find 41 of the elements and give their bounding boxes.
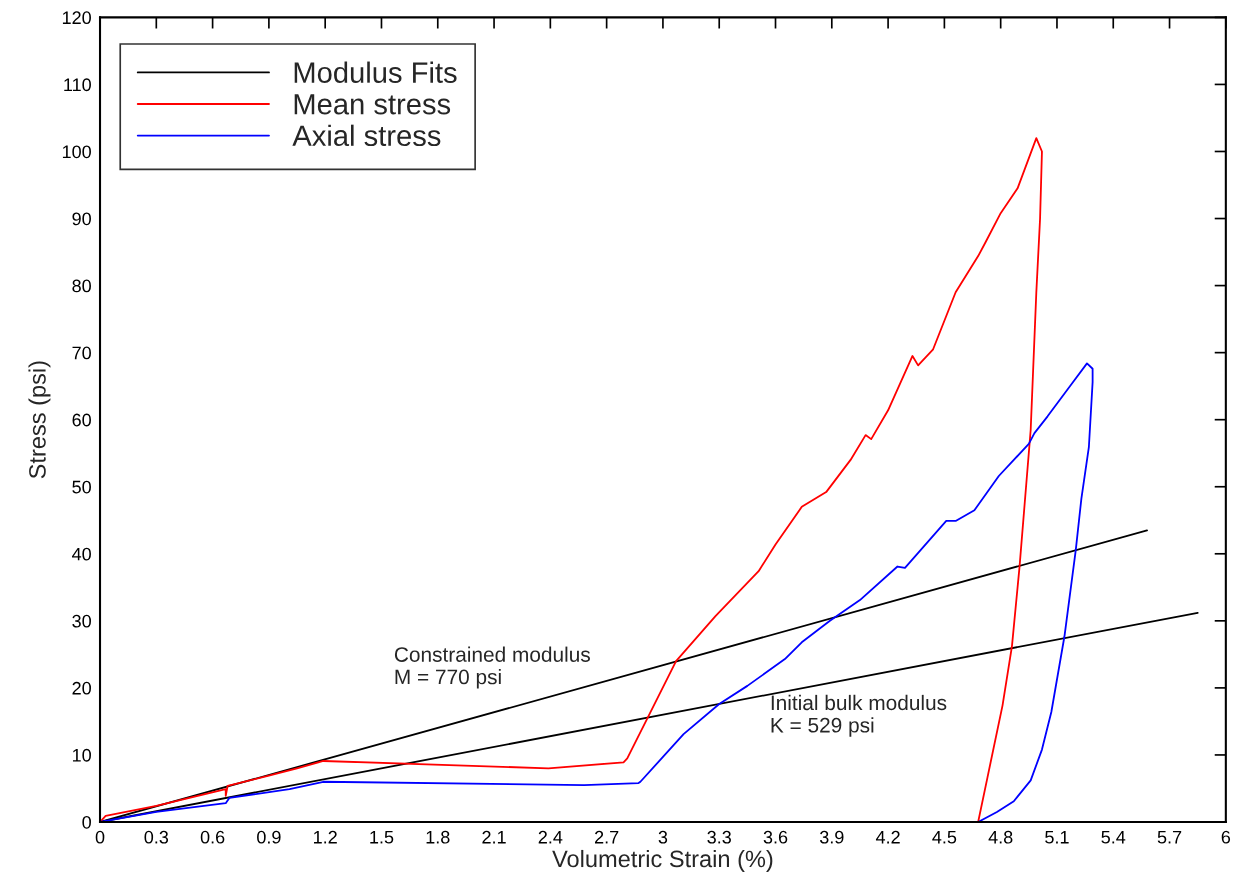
x-tick-label: 6	[1221, 830, 1231, 844]
legend-label: Axial stress	[292, 124, 441, 147]
y-tick-label: 0	[82, 815, 91, 829]
x-tick-label: 2.1	[482, 830, 506, 844]
x-tick-label: 0.9	[257, 830, 281, 844]
x-tick-label: 3	[658, 830, 668, 844]
x-tick-label: 2.4	[538, 830, 563, 844]
y-axis-title: Stress (psi)	[28, 361, 51, 479]
annotation: Constrained modulus M = 770 psi	[394, 646, 590, 689]
y-tick-label: 100	[62, 145, 91, 159]
y-tick-label: 50	[72, 480, 91, 494]
x-axis-title: Volumetric Strain (%)	[552, 849, 773, 872]
x-tick-label: 5.7	[1157, 830, 1182, 844]
x-tick-label: 5.1	[1045, 830, 1069, 844]
x-tick-label: 0	[95, 830, 105, 844]
x-tick-label: 1.2	[314, 830, 337, 844]
x-tick-label: 1.5	[370, 830, 394, 844]
y-tick-label: 40	[72, 547, 91, 561]
x-tick-label: 5.4	[1101, 830, 1126, 844]
y-tick-label: 80	[72, 279, 91, 293]
x-tick-label: 4.8	[988, 830, 1013, 844]
annotation: Initial bulk modulus K = 529 psi	[771, 694, 947, 737]
legend-label: Modulus Fits	[294, 61, 457, 83]
y-tick-label: 110	[64, 78, 91, 92]
y-tick-label: 20	[72, 681, 91, 695]
x-tick-label: 4.2	[875, 830, 900, 844]
x-tick-label: 1.8	[426, 830, 450, 844]
y-tick-label: 90	[72, 212, 91, 226]
x-tick-label: 0.3	[144, 830, 169, 844]
legend-label: Mean stress	[294, 94, 451, 115]
x-tick-label: 2.7	[595, 830, 619, 844]
y-tick-label: 60	[72, 413, 91, 427]
x-tick-label: 0.6	[200, 830, 225, 844]
x-tick-label: 3.3	[707, 830, 731, 844]
y-tick-label: 70	[72, 346, 91, 360]
y-tick-label: 30	[72, 614, 91, 628]
x-tick-label: 3.6	[763, 830, 788, 844]
x-tick-label: 4.5	[932, 830, 957, 844]
y-tick-label: 10	[72, 748, 91, 762]
x-tick-label: 3.9	[819, 830, 844, 844]
y-tick-label: 120	[62, 11, 91, 25]
